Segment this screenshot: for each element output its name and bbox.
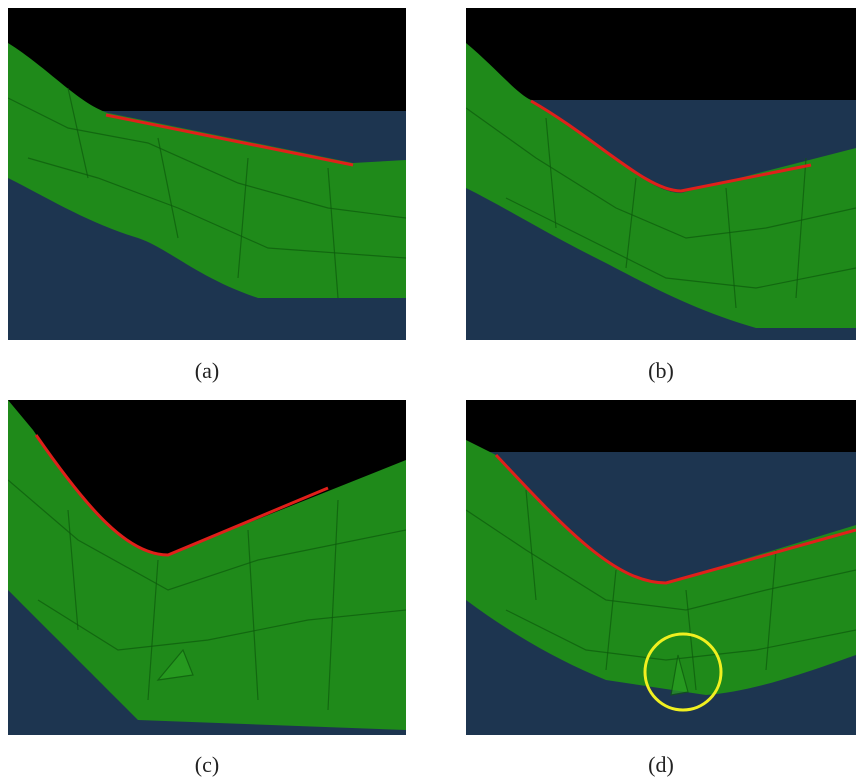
caption: (c) — [147, 752, 267, 778]
caption: (b) — [601, 358, 721, 384]
panel-c-image — [8, 400, 406, 735]
figure-page: (a) (b) (c) (d) {"captions": ["(a)", "(b… — [0, 0, 856, 780]
caption: (d) — [601, 752, 721, 778]
panel-b-image — [466, 8, 856, 340]
panel-d-image — [466, 400, 856, 735]
caption: (a) — [147, 358, 267, 384]
panel-a-image — [8, 8, 406, 340]
